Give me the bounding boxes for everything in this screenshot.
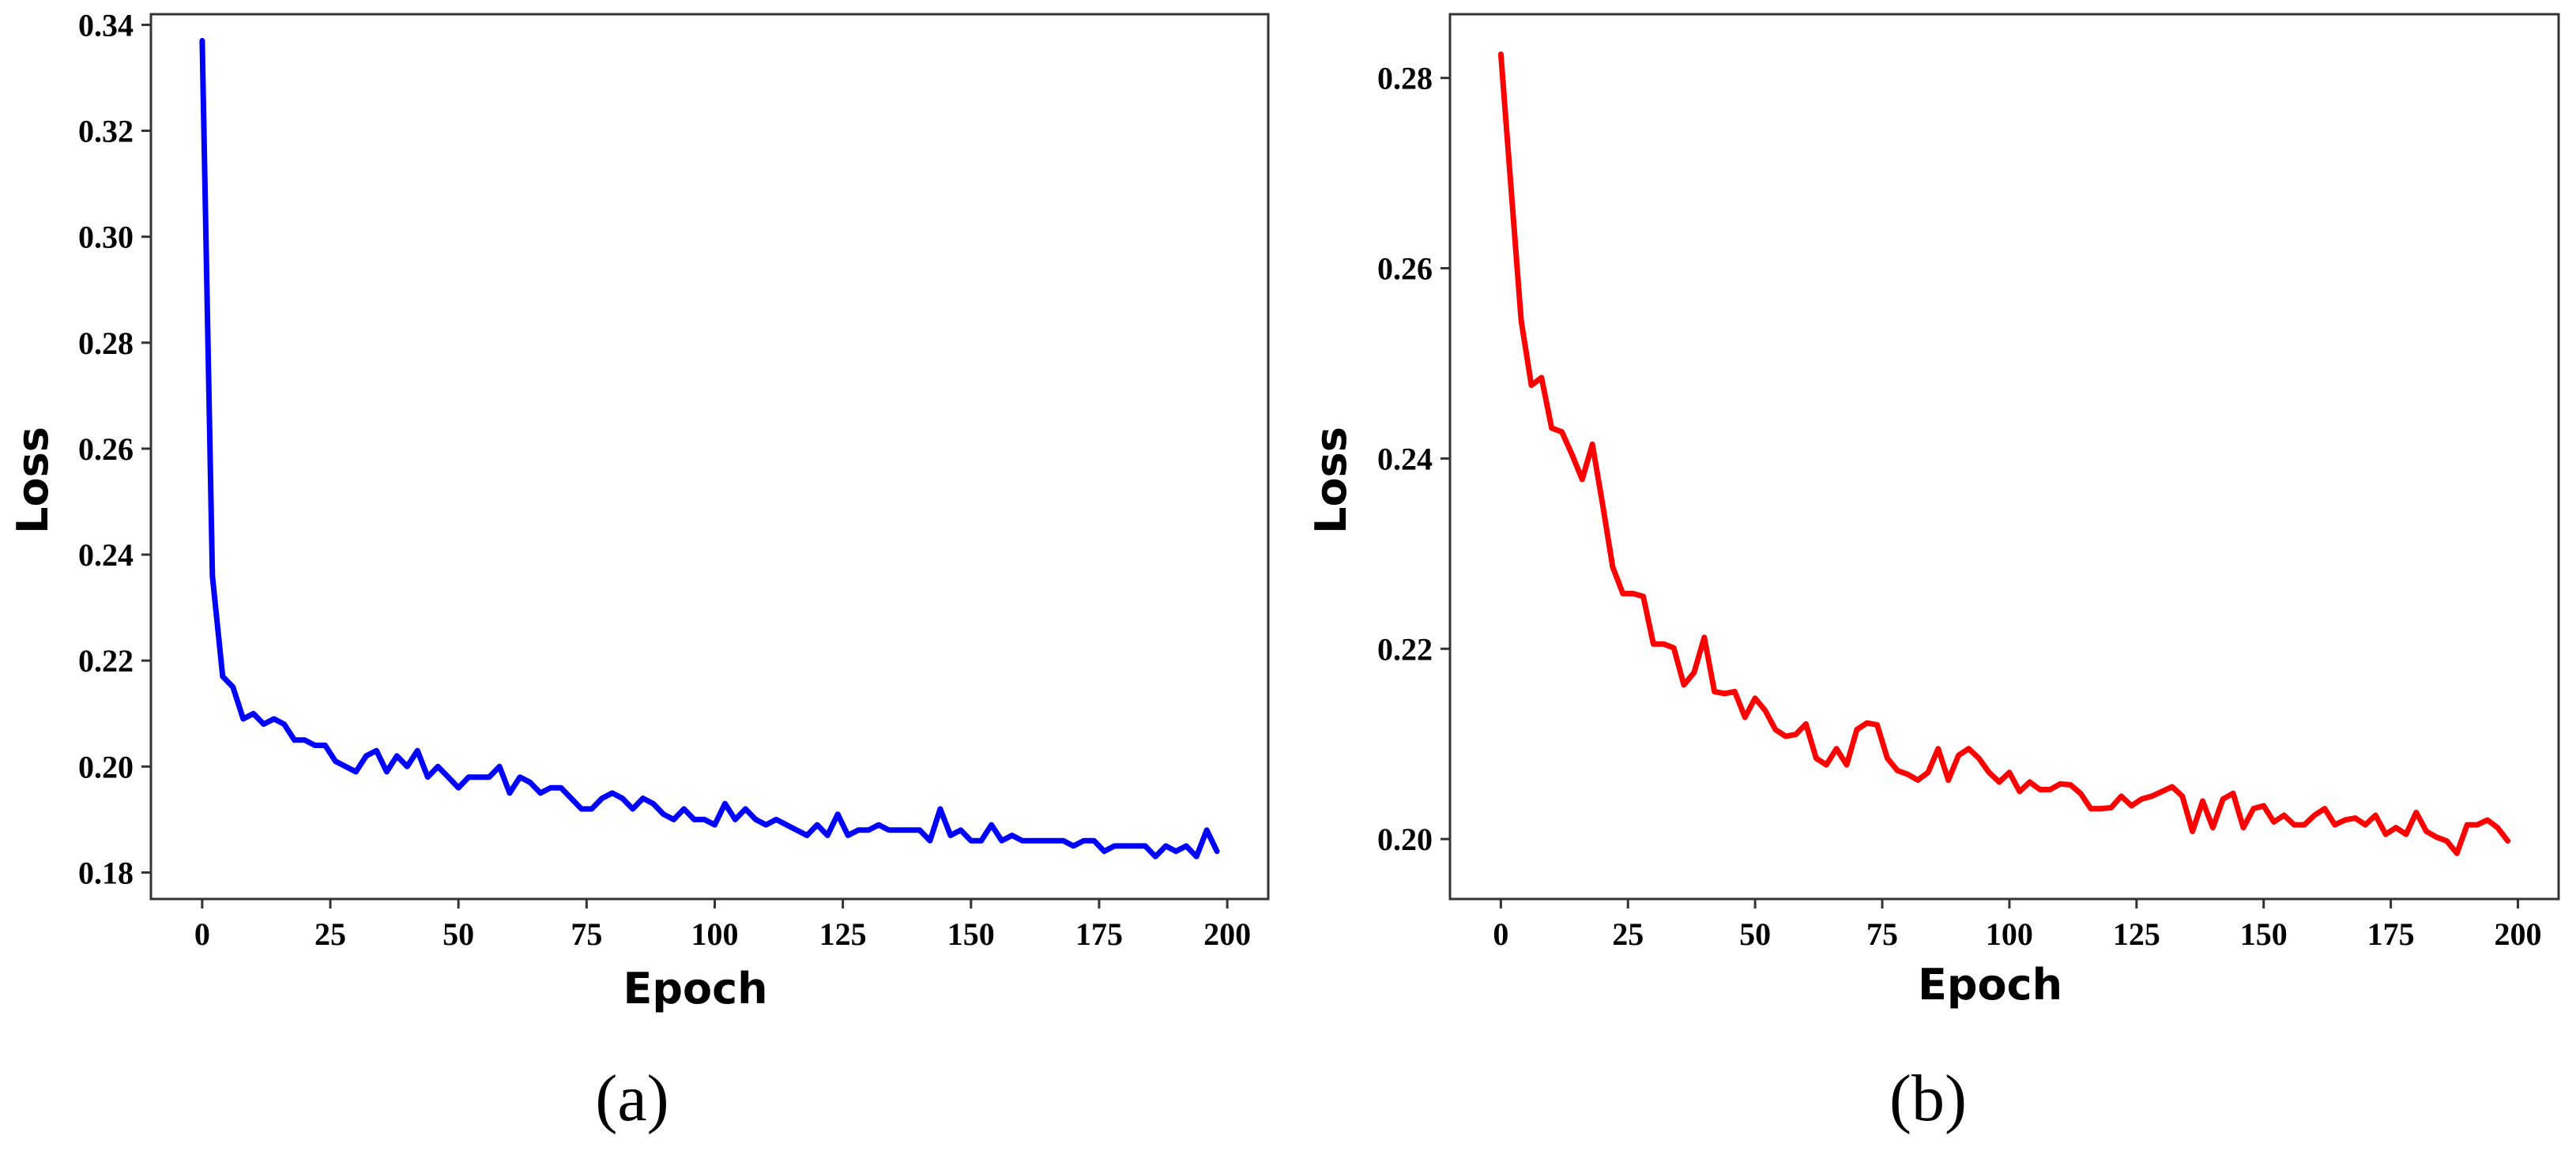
plot-frame-a [149, 13, 1270, 901]
x-tick-label: 100 [691, 916, 738, 952]
x-tick-label: 25 [1612, 916, 1644, 952]
x-tick-label: 25 [314, 916, 346, 952]
y-tick-label: 0.26 [78, 431, 134, 467]
y-axis-title-a: Loss [8, 427, 58, 534]
y-tick-label: 0.32 [78, 114, 134, 149]
y-axis-ticks-a: 0.18 0.20 0.22 0.24 0.26 0.28 0.30 0.32 0.34 [78, 7, 151, 890]
loss-curve-a [199, 38, 1220, 859]
plot-frame-b [1448, 13, 2560, 901]
x-tick-label: 75 [571, 916, 602, 952]
chart-panel-b: 0.20 0.22 0.24 0.26 0.28 0 25 50 75 100 125 150 175… [1306, 13, 2560, 1135]
y-tick-label: 0.34 [78, 7, 134, 43]
loss-curve-b [1497, 51, 2511, 856]
x-tick-label: 200 [2495, 916, 2542, 952]
y-axis-title-b: Loss [1306, 427, 1356, 534]
plot-area-b [1497, 51, 2511, 856]
y-tick-label: 0.26 [1377, 251, 1433, 287]
x-tick-label: 0 [194, 916, 210, 952]
x-tick-label: 150 [947, 916, 995, 952]
x-tick-label: 125 [819, 916, 867, 952]
x-axis-title-b: Epoch [1918, 960, 2062, 1010]
x-tick-label: 0 [1493, 916, 1508, 952]
x-tick-label: 50 [443, 916, 474, 952]
x-tick-label: 200 [1203, 916, 1251, 952]
x-tick-label: 100 [1986, 916, 2033, 952]
y-tick-label: 0.28 [78, 325, 134, 361]
y-tick-label: 0.24 [78, 537, 134, 573]
y-tick-label: 0.20 [78, 749, 134, 784]
x-axis-title-a: Epoch [623, 964, 767, 1014]
y-tick-label: 0.20 [1377, 822, 1433, 857]
y-tick-label: 0.30 [78, 220, 134, 255]
y-tick-label: 0.22 [78, 643, 134, 679]
panel-label-b: (b) [1889, 1062, 1967, 1135]
x-tick-label: 175 [1075, 916, 1123, 952]
y-tick-label: 0.28 [1377, 61, 1433, 96]
x-axis-ticks-b: 0 25 50 75 100 125 150 175 200 [1493, 899, 2542, 952]
x-tick-label: 150 [2240, 916, 2288, 952]
panel-label-a: (a) [595, 1062, 668, 1135]
y-tick-label: 0.18 [78, 855, 134, 890]
plot-area-a [199, 38, 1220, 859]
x-tick-label: 75 [1866, 916, 1898, 952]
y-tick-label: 0.22 [1377, 631, 1433, 667]
chart-panel-a: 0.18 0.20 0.22 0.24 0.26 0.28 0.30 0.32 0.34 0 25… [8, 7, 1270, 1135]
x-tick-label: 50 [1739, 916, 1771, 952]
y-tick-label: 0.24 [1377, 441, 1433, 476]
x-tick-label: 175 [2367, 916, 2415, 952]
x-axis-ticks-a: 0 25 50 75 100 125 150 175 200 [194, 899, 1251, 952]
x-tick-label: 125 [2113, 916, 2160, 952]
y-axis-ticks-b: 0.20 0.22 0.24 0.26 0.28 [1377, 61, 1450, 857]
